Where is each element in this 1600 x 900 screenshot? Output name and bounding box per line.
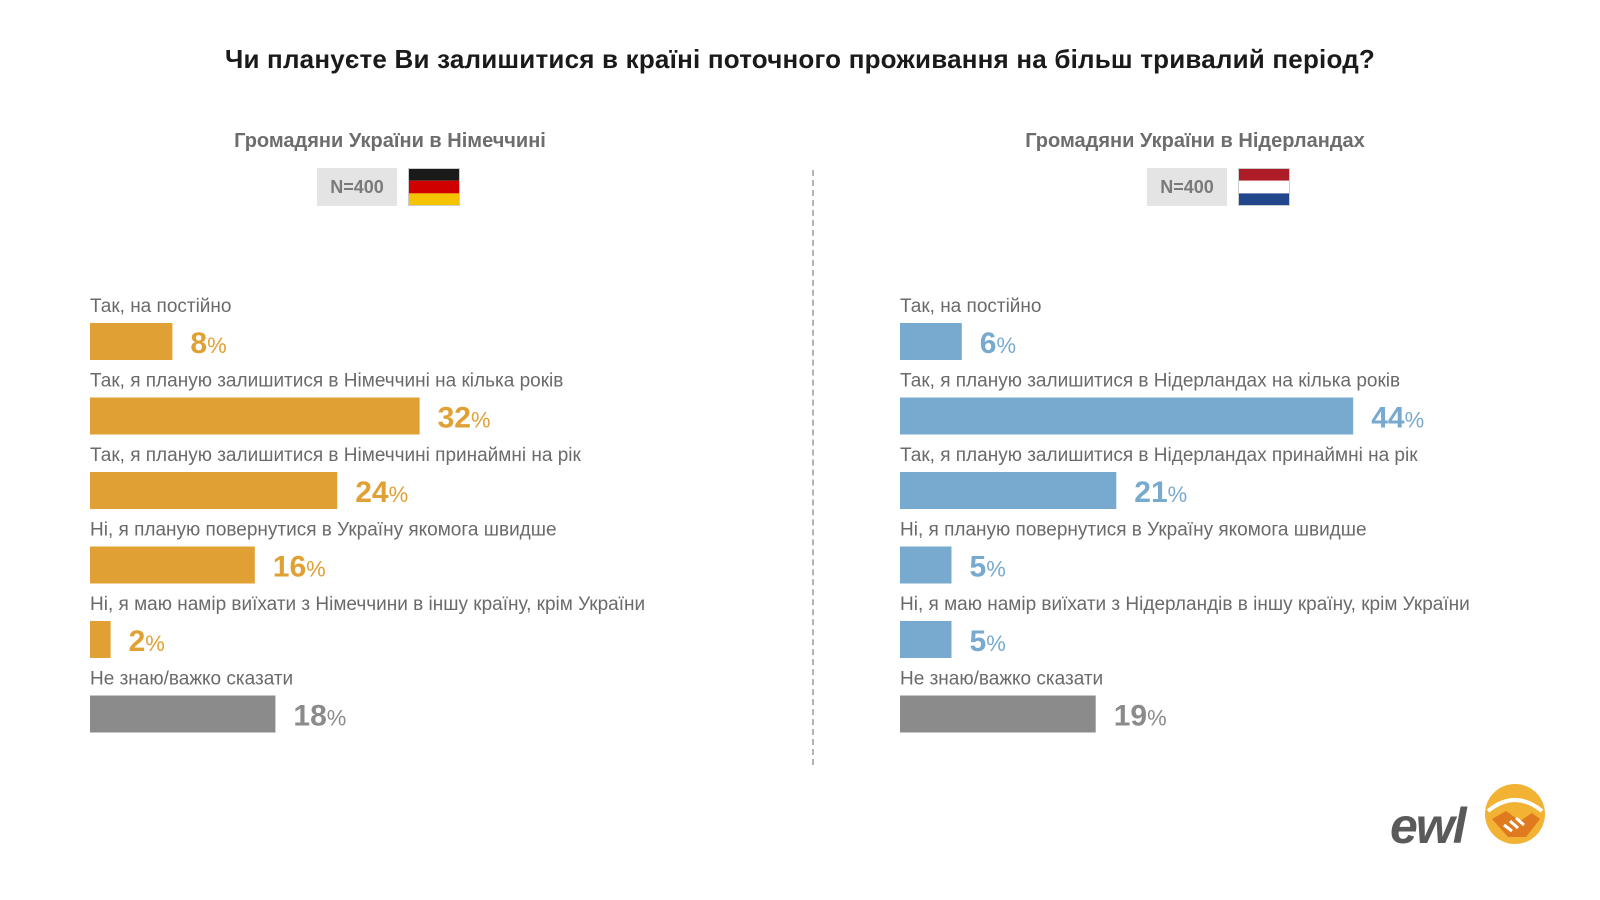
category-label: Так, на постійно xyxy=(90,296,231,317)
value-label: 24% xyxy=(355,476,408,509)
germany-bar-chart: Так, на постійно 8% Так, я планую залишити… xyxy=(90,296,645,733)
bar xyxy=(900,621,952,658)
bar xyxy=(900,397,1354,435)
category-label: Не знаю/важко сказати xyxy=(900,669,1103,690)
value-label: 6% xyxy=(980,327,1016,360)
category-label: Так, я планую залишитися в Німеччині на … xyxy=(90,371,563,392)
value-label: 8% xyxy=(190,327,226,360)
value-label: 5% xyxy=(970,625,1006,658)
panel-divider xyxy=(812,170,814,765)
value-label: 5% xyxy=(970,551,1006,584)
value-label: 19% xyxy=(1114,700,1167,733)
bar xyxy=(90,546,255,584)
bar xyxy=(90,621,111,658)
category-label: Так, я планую залишитися в Німеччині при… xyxy=(90,445,581,466)
category-label: Ні, я планую повернутися в Україну якомо… xyxy=(90,520,557,541)
value-label: 32% xyxy=(438,402,491,435)
category-label: Ні, я маю намір виїхати з Нідерландів в … xyxy=(900,594,1470,615)
value-label: 44% xyxy=(1371,402,1424,435)
category-label: Так, я планую залишитися в Нідерландах п… xyxy=(900,445,1418,466)
bar xyxy=(90,397,420,435)
bar xyxy=(90,472,338,509)
netherlands-panel: Громадяни України в Нідерландах N=400 Та… xyxy=(810,0,1600,900)
bar xyxy=(900,323,962,360)
bar xyxy=(900,472,1117,509)
value-label: 21% xyxy=(1134,476,1187,509)
netherlands-bar-chart: Так, на постійно 6% Так, я планую залишити… xyxy=(900,296,1470,733)
handshake-icon xyxy=(1485,784,1545,844)
category-label: Ні, я планую повернутися в Україну якомо… xyxy=(900,520,1367,541)
sample-size-badge: N=400 xyxy=(317,168,397,206)
panel-title: Громадяни України в Нідерландах xyxy=(1025,130,1365,152)
logo-text: ewl xyxy=(1390,798,1467,854)
value-label: 16% xyxy=(273,551,326,584)
category-label: Ні, я маю намір виїхати з Німеччини в ін… xyxy=(90,594,645,615)
value-label: 18% xyxy=(293,700,346,733)
category-label: Так, я планую залишитися в Нідерландах н… xyxy=(900,371,1400,392)
ewl-logo: ewl xyxy=(1390,784,1550,865)
bar xyxy=(900,695,1096,733)
category-label: Не знаю/важко сказати xyxy=(90,669,293,690)
germany-panel: Громадяни України в Німеччині N=400 Так,… xyxy=(90,130,645,733)
panel-title: Громадяни України в Німеччині xyxy=(234,130,546,152)
bar xyxy=(90,695,276,733)
bar xyxy=(90,323,173,360)
germany-flag-icon xyxy=(408,168,460,206)
category-label: Так, на постійно xyxy=(900,296,1041,317)
chart-title: Чи плануєте Ви залишитися в країні поточ… xyxy=(224,44,1376,74)
bar xyxy=(900,546,952,584)
sample-size-badge: N=400 xyxy=(1147,168,1227,206)
value-label: 2% xyxy=(129,625,165,658)
netherlands-flag-icon xyxy=(1238,168,1290,206)
